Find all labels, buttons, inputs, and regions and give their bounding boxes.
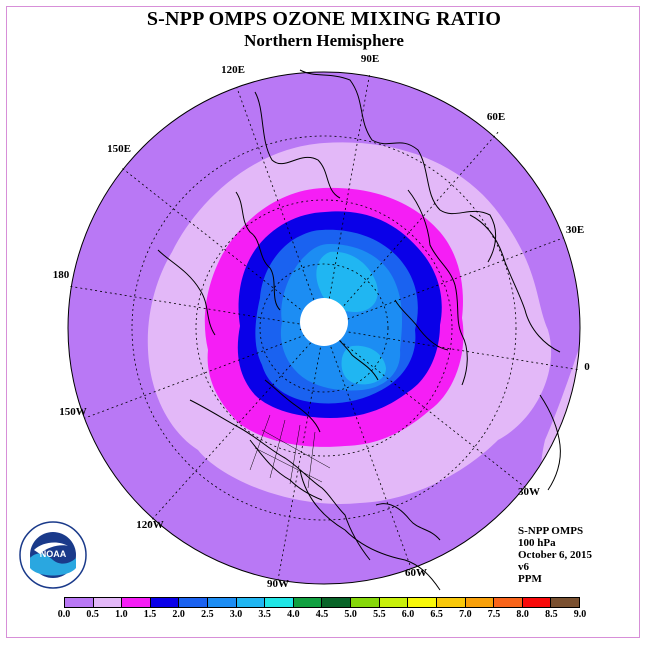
colorbar-tick-label: 7.0 (459, 609, 472, 620)
colorbar-segment (65, 598, 94, 607)
colorbar-segment (465, 598, 495, 607)
colorbar-tick-label: 4.5 (315, 609, 329, 620)
colorbar-segment (551, 598, 579, 607)
colorbar-segment (522, 598, 552, 607)
lon-label-90e: 90E (361, 53, 379, 65)
colorbar-tick-label: 5.0 (344, 609, 357, 620)
lon-label-120e: 120E (221, 64, 245, 76)
lon-label-180: 180 (53, 269, 70, 281)
colorbar-tick-label: 2.5 (201, 609, 214, 620)
info-instrument: S-NPP OMPS (518, 525, 584, 537)
colorbar-segment (293, 598, 323, 607)
colorbar-tick-label: 8.0 (516, 609, 529, 620)
lon-label-60w: 60W (405, 567, 427, 579)
colorbar-segment (179, 598, 209, 607)
lon-label-60e: 60E (487, 111, 505, 123)
lon-label-90w: 90W (267, 578, 289, 590)
lon-label-0: 0 (584, 361, 590, 373)
figure-frame (6, 6, 640, 638)
lon-label-150e: 150E (107, 143, 131, 155)
colorbar-segment (236, 598, 266, 607)
colorbar-tick-label: 6.5 (430, 609, 443, 620)
colorbar-segment (379, 598, 409, 607)
colorbar-segment (436, 598, 466, 607)
colorbar-segment (494, 598, 523, 607)
colorbar-tick-label: 4.0 (287, 609, 300, 620)
latitude-circles (131, 135, 517, 521)
info-date: October 6, 2015 (518, 549, 593, 561)
polar-night-cap (300, 298, 348, 346)
info-version: v6 (518, 561, 529, 573)
colorbar-tick-label: 2.0 (172, 609, 185, 620)
lon-label-150w: 150W (59, 406, 87, 418)
colorbar-segment (351, 598, 380, 607)
colorbar-tick-label: 8.5 (545, 609, 558, 620)
ozone-band-3.0-3.5 (316, 251, 378, 312)
map-boundary (67, 71, 581, 585)
info-pressure: 100 hPa (518, 537, 556, 549)
colorbar-segment (208, 598, 237, 607)
colorbar-tick-label: 7.5 (487, 609, 501, 620)
colorbar-tick-label: 3.0 (229, 609, 243, 620)
colorbar-tick-label: 0.0 (57, 609, 71, 620)
lon-label-30w: 30W (518, 486, 540, 498)
colorbar-segment (150, 598, 180, 607)
lon-label-30e: 30E (566, 224, 584, 236)
colorbar-segment (265, 598, 294, 607)
meridians (67, 71, 581, 581)
map-title: S-NPP OMPS OZONE MIXING RATIO (146, 8, 502, 30)
colorbar-tick-label: 9.0 (573, 609, 587, 620)
colorbar (64, 597, 580, 608)
colorbar-ticks: 0.0 0.5 1.0 1.5 2.0 2.5 3.0 3.5 4.0 4.5 5.0 5.5 6.0 6… (58, 609, 587, 623)
lon-label-120w: 120W (136, 519, 164, 531)
colorbar-segment (408, 598, 437, 607)
noaa-logo-text: NOAA (40, 549, 67, 559)
colorbar-tick-label: 3.5 (258, 609, 271, 620)
product-info: S-NPP OMPS 100 hPa October 6, 2015 v6 PP… (518, 525, 592, 585)
colorbar-tick-label: 1.0 (115, 609, 128, 620)
colorbar-tick-label: 1.5 (143, 609, 157, 620)
colorbar-tick-label: 6.0 (401, 609, 415, 620)
colorbar-tick-label: 5.5 (373, 609, 386, 620)
colorbar-segment (122, 598, 151, 607)
noaa-logo-icon: NOAA (19, 521, 87, 589)
colorbar-segment (322, 598, 352, 607)
map-subtitle: Northern Hemisphere (244, 31, 404, 50)
info-units: PPM (518, 573, 542, 585)
colorbar-segment (93, 598, 123, 607)
colorbar-tick-label: 0.5 (86, 609, 99, 620)
us-state-borders (249, 414, 331, 489)
